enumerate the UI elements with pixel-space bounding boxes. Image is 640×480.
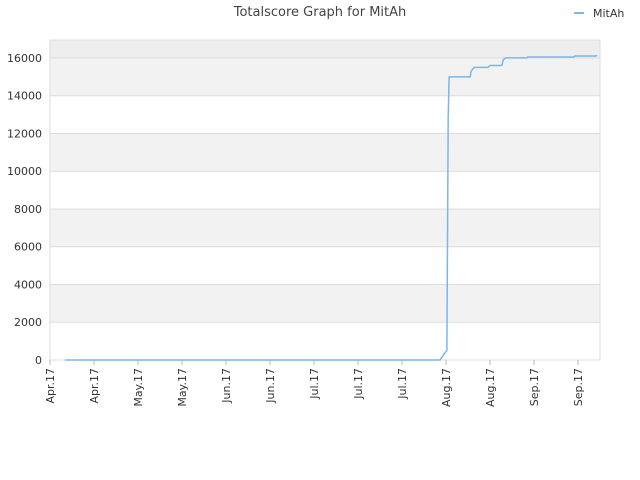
y-tick-label: 8000 (14, 203, 42, 216)
x-tick-label: Aug.17 (484, 368, 497, 407)
y-tick-label: 4000 (14, 278, 42, 291)
x-tick-label: Jul.17 (352, 368, 365, 400)
x-tick-label: Sep.17 (528, 368, 541, 406)
y-tick-label: 0 (35, 354, 42, 367)
x-tick-label: Jun.17 (264, 368, 277, 404)
data-line (64, 54, 598, 361)
x-tick-label: Sep.17 (572, 368, 585, 406)
chart-title: Totalscore Graph for MitAh (233, 5, 407, 20)
grid-band (50, 133, 600, 172)
x-tick-label: Aug.17 (440, 368, 453, 407)
grid-band (50, 284, 600, 323)
y-tick-label: 14000 (7, 90, 42, 103)
y-tick-label: 12000 (7, 127, 42, 140)
x-tick-label: Apr.17 (44, 368, 57, 404)
grid-band (50, 40, 600, 58)
x-tick-label: Apr.17 (88, 368, 101, 404)
legend-label: MitAh (593, 7, 624, 20)
grid-band (50, 57, 600, 96)
x-tick-label: Jun.17 (220, 368, 233, 404)
y-tick-label: 10000 (7, 165, 42, 178)
y-tick-label: 16000 (7, 52, 42, 65)
grid-band (50, 208, 600, 247)
y-tick-label: 2000 (14, 316, 42, 329)
x-tick-label: May.17 (176, 368, 189, 407)
x-tick-label: Jul.17 (396, 368, 409, 400)
x-tick-label: May.17 (132, 368, 145, 407)
x-tick-label: Jul.17 (308, 368, 321, 400)
y-tick-label: 6000 (14, 241, 42, 254)
